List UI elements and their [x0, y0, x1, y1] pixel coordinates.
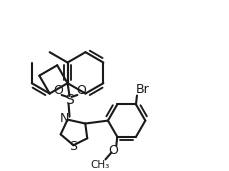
Text: S: S — [69, 140, 77, 153]
Text: O: O — [108, 144, 118, 157]
Text: O: O — [76, 84, 86, 97]
Text: S: S — [65, 93, 74, 107]
Text: Br: Br — [135, 83, 149, 96]
Text: N: N — [60, 112, 69, 125]
Text: O: O — [52, 84, 62, 97]
Text: CH₃: CH₃ — [90, 160, 109, 170]
